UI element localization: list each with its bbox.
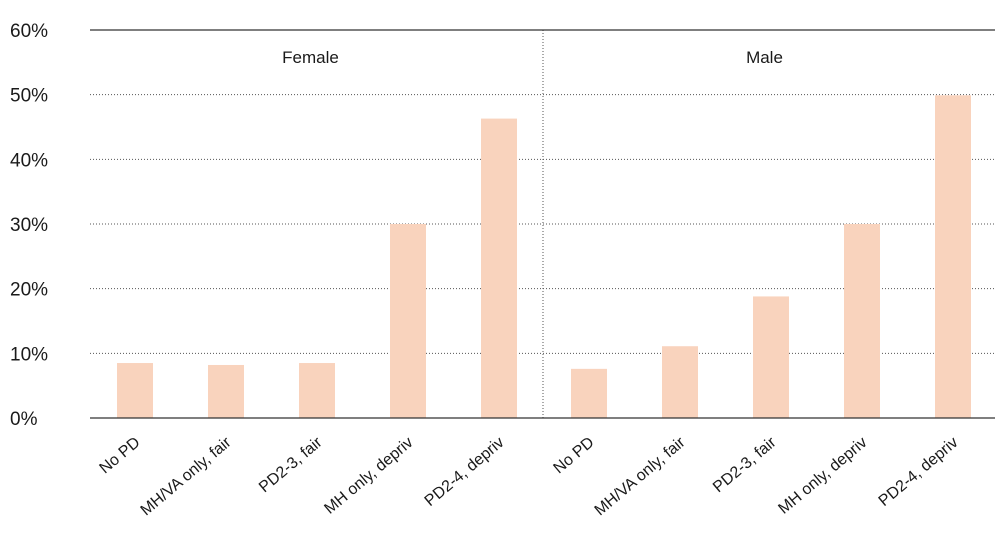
x-label-male-1: No PD — [551, 434, 598, 477]
y-tick-0: 0% — [10, 409, 38, 430]
bar-male-3 — [753, 296, 789, 418]
bar-male-1 — [571, 368, 607, 418]
y-tick-60: 60% — [10, 21, 48, 42]
bar-female-2 — [208, 364, 244, 418]
bar-female-1 — [117, 363, 153, 418]
x-label-female-5: PD2-4, depriv — [422, 434, 508, 510]
panel-title-male: Male — [746, 48, 783, 67]
bar-male-5 — [935, 95, 971, 419]
x-label-male-2: MH/VA only, fair — [592, 434, 689, 520]
axes — [90, 29, 995, 419]
y-tick-50: 50% — [10, 86, 48, 107]
y-tick-10: 10% — [10, 344, 48, 365]
y-tick-labels: 0% 10% 20% 30% 40% 50% 60% — [10, 21, 48, 430]
x-label-male-3: PD2-3, fair — [710, 434, 780, 497]
bar-male-4 — [844, 224, 880, 418]
x-label-male-5: PD2-4, depriv — [876, 434, 962, 510]
bar-female-4 — [390, 224, 426, 418]
bar-female-3 — [299, 363, 335, 418]
y-tick-30: 30% — [10, 215, 48, 236]
bar-female-5 — [481, 118, 517, 419]
y-tick-40: 40% — [10, 150, 48, 171]
bar-male-2 — [662, 346, 698, 418]
x-label-male-4: MH only, depriv — [775, 434, 870, 518]
y-tick-20: 20% — [10, 280, 48, 301]
x-label-female-1: No PD — [97, 434, 144, 477]
panel-titles: Female Male — [282, 48, 783, 67]
bars — [117, 95, 971, 419]
x-label-female-4: MH only, depriv — [321, 434, 416, 518]
panel-title-female: Female — [282, 48, 339, 67]
x-label-female-3: PD2-3, fair — [256, 434, 326, 497]
x-label-female-2: MH/VA only, fair — [138, 434, 235, 520]
